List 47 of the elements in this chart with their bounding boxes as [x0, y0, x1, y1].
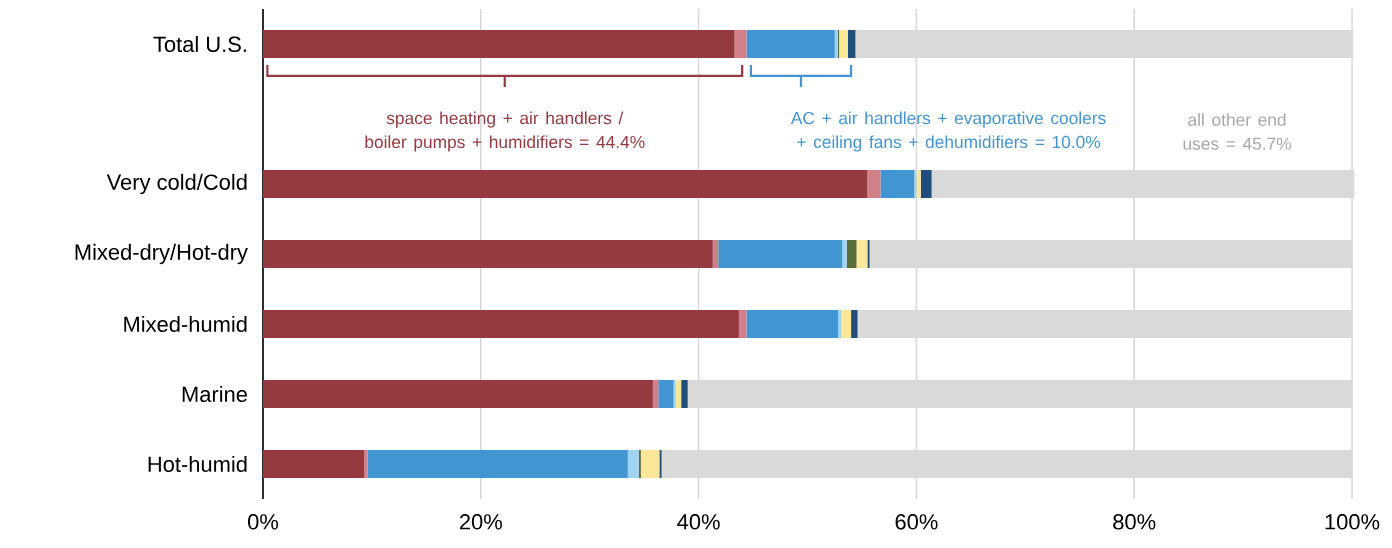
bar: [263, 450, 365, 479]
bar: [838, 310, 842, 339]
bar: [364, 450, 368, 479]
x-tick-label: 60%: [895, 514, 938, 530]
bar: [842, 240, 847, 269]
bar: [841, 310, 852, 339]
bar: [658, 380, 674, 409]
y-tick-label: Marine: [182, 385, 247, 403]
bar: [681, 380, 688, 409]
bar: [627, 450, 639, 479]
x-tick-label: 100%: [1325, 514, 1380, 530]
bar: [851, 310, 858, 339]
y-tick-label: Hot-humid: [148, 455, 247, 473]
y-tick-label: Very cold/Cold: [106, 173, 247, 195]
x-tick-label: 20%: [459, 514, 502, 530]
bar: [673, 380, 676, 409]
x-tick-label: 40%: [677, 514, 720, 530]
bar: [867, 170, 881, 199]
bar: [367, 450, 628, 479]
y-tick-label: Mixed-humid: [124, 315, 247, 333]
bar: [263, 310, 739, 339]
bar: [846, 240, 857, 269]
bar: [914, 170, 917, 199]
bar: [712, 240, 719, 269]
bar: [746, 310, 838, 339]
annotation: AC + air handlers + evaporative coolers + ceiling fans + dehumidifiers = 10.0%: [790, 111, 1106, 152]
bar: [856, 240, 868, 269]
bar: [718, 240, 843, 269]
bar: [675, 380, 682, 409]
bar: [638, 450, 641, 479]
annotation: space heating + air handlers / boiler pumps + humidifiers = 44.4%: [365, 111, 645, 152]
bar: [920, 170, 932, 199]
annotation: all other end uses = 45.7%: [1183, 113, 1292, 150]
y-tick-label: Total U.S.: [153, 35, 246, 53]
y-tick-label: Mixed-dry/Hot-dry: [75, 243, 248, 265]
bar: [640, 450, 660, 479]
bar: [880, 170, 915, 199]
bar: [738, 310, 747, 339]
bar: [867, 240, 870, 269]
bar: [263, 170, 868, 199]
x-tick-label: 80%: [1113, 514, 1156, 530]
bar: [659, 450, 662, 479]
x-tick-label: 0%: [248, 514, 279, 530]
bar: [263, 380, 653, 409]
bar: [652, 380, 659, 409]
bar: [916, 170, 921, 199]
bar: [263, 240, 713, 269]
